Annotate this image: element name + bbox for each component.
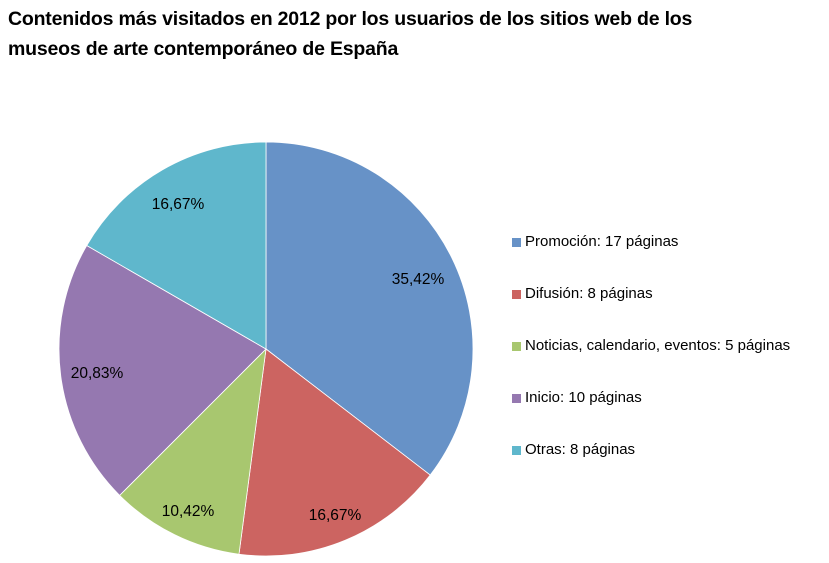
chart-title-line-1: Contenidos más visitados en 2012 por los… — [8, 8, 693, 30]
legend-swatch-inicio — [512, 394, 521, 403]
chart-title: Contenidos más visitados en 2012 por los… — [8, 4, 823, 64]
pie-slice-otras — [86, 141, 267, 350]
slice-label-promocion: 35,42% — [392, 271, 445, 288]
legend-label-inicio: Inicio: 10 páginas — [525, 389, 642, 406]
legend-label-promocion: Promoción: 17 páginas — [525, 233, 679, 250]
pie-slice-labels: 35,42% 16,67% 10,42% 20,83% 16,67% — [71, 196, 445, 524]
legend-label-otras: Otras: 8 páginas — [525, 441, 636, 458]
legend-swatch-noticias — [512, 342, 521, 351]
legend-swatch-otras — [512, 446, 521, 455]
pie-slices — [58, 141, 474, 557]
legend-item-otras: Otras: 8 páginas — [512, 440, 790, 492]
slice-label-noticias: 10,42% — [162, 503, 215, 520]
legend-item-promocion: Promoción: 17 páginas — [512, 232, 790, 284]
legend-label-noticias: Noticias, calendario, eventos: 5 páginas — [525, 337, 791, 354]
legend-item-difusion: Difusión: 8 páginas — [512, 284, 790, 336]
legend-swatch-promocion — [512, 238, 521, 247]
slice-label-difusion: 16,67% — [309, 507, 362, 524]
legend-swatch-difusion — [512, 290, 521, 299]
pie-slice-noticias — [119, 347, 267, 555]
slice-label-inicio: 20,83% — [71, 365, 124, 382]
pie-slice-difusion — [238, 348, 431, 557]
slice-label-otras: 16,67% — [152, 196, 205, 213]
chart-title-line-2: museos de arte contemporáneo de España — [8, 38, 399, 60]
chart-legend: Promoción: 17 páginas Difusión: 8 página… — [512, 232, 790, 492]
legend-item-inicio: Inicio: 10 páginas — [512, 388, 790, 440]
pie-slice-promocion — [265, 141, 474, 476]
legend-label-difusion: Difusión: 8 páginas — [525, 285, 653, 302]
legend-item-noticias: Noticias, calendario, eventos: 5 páginas — [512, 336, 790, 388]
pie-slice-inicio — [58, 244, 267, 496]
